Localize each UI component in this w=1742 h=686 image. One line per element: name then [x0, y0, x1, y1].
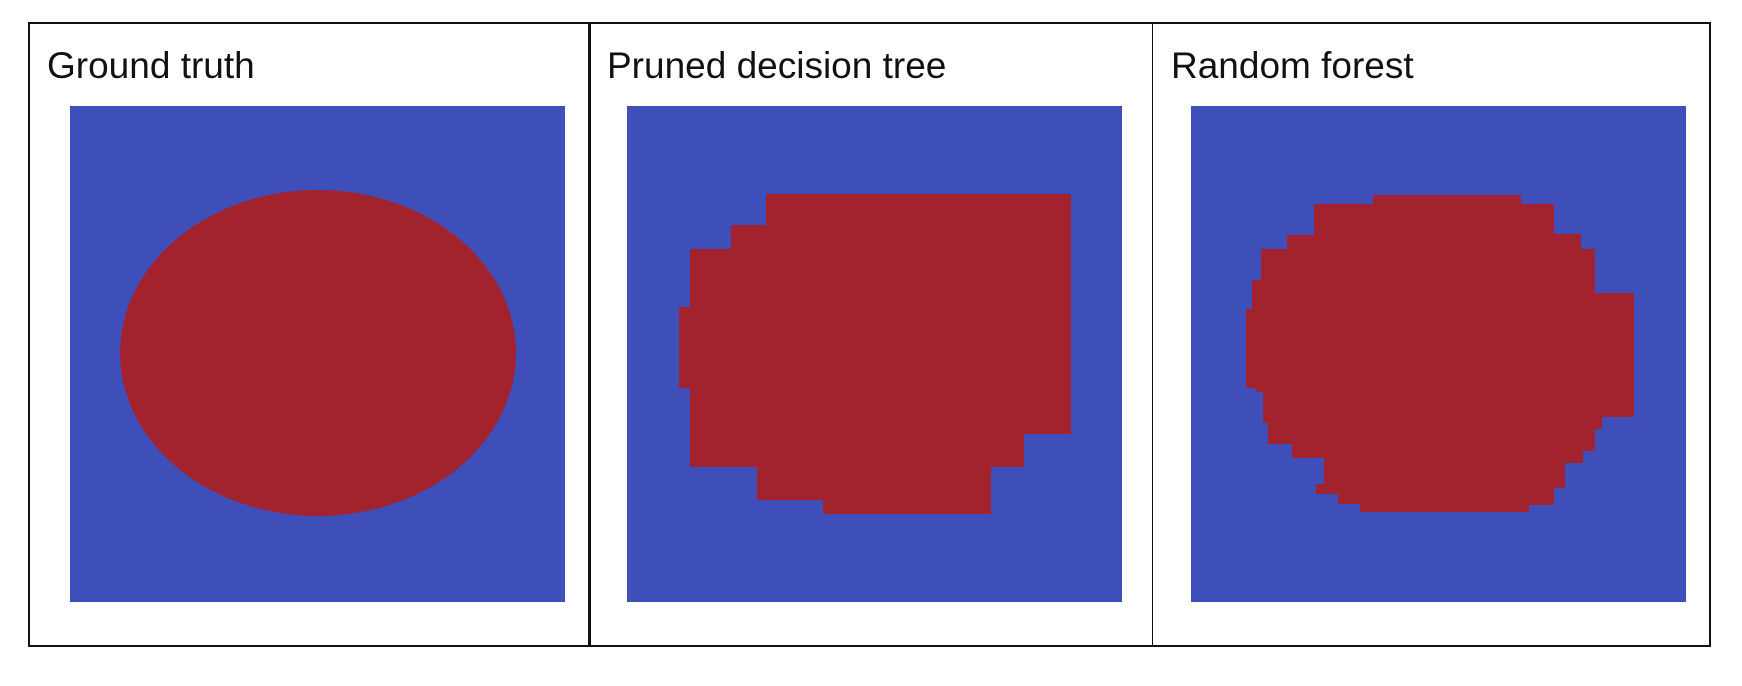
panel-pruned-decision-tree: Pruned decision tree: [591, 24, 1153, 645]
panel-title: Pruned decision tree: [607, 45, 947, 86]
ground-truth-plot: [70, 106, 565, 602]
predicted-class-region: [679, 194, 1071, 514]
panel-random-forest: Random forest: [1153, 24, 1709, 645]
true-class-region: [120, 190, 516, 516]
pruned-tree-plot: [627, 106, 1122, 602]
comparison-figure: Ground truth Pruned decision tree Random…: [28, 22, 1711, 647]
predicted-class-region: [1246, 195, 1634, 512]
random-forest-plot: [1191, 106, 1686, 602]
panel-title: Random forest: [1171, 45, 1414, 86]
panel-title: Ground truth: [47, 45, 255, 86]
panel-ground-truth: Ground truth: [30, 24, 591, 645]
